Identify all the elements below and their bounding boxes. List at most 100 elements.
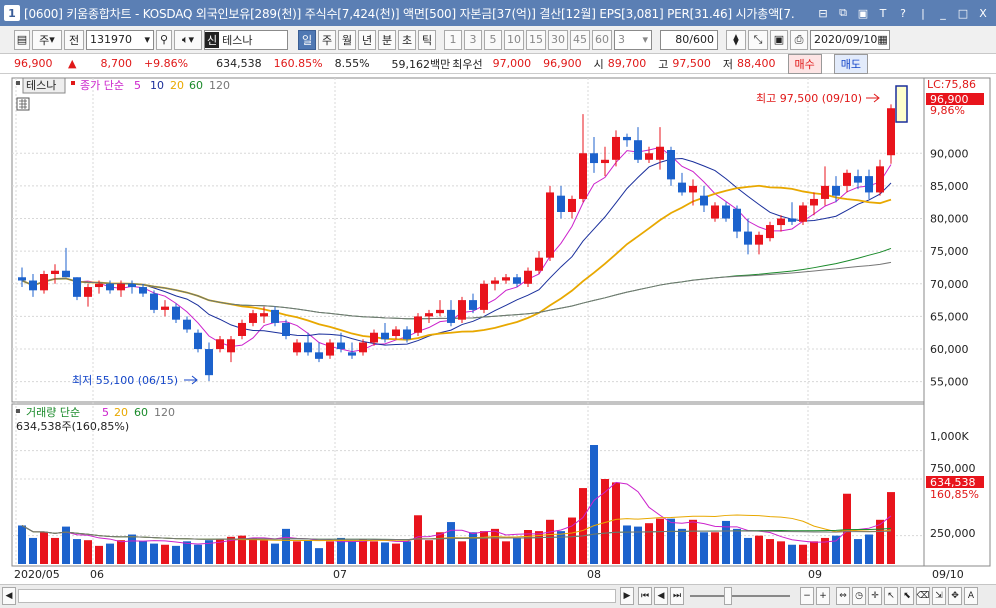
fit-icon[interactable]: ⇔ — [836, 587, 850, 605]
volume-bar — [128, 534, 136, 564]
scroll-left-icon[interactable]: ◀ — [2, 587, 16, 605]
low-annotation-text: 최저 55,100 (06/15) — [72, 374, 178, 387]
screen-icon[interactable]: ▣ — [857, 6, 869, 20]
arrow-icon[interactable]: ⬉ — [900, 587, 914, 605]
volume-value: 634,538 — [216, 57, 262, 70]
price-legend: 테스나 종가 단순 5 10 20 60 120 — [16, 77, 230, 111]
sound-icon[interactable]: 🔈︎▾ — [174, 29, 202, 50]
menu-icon[interactable]: ▤ — [14, 29, 30, 50]
volume-bar — [832, 535, 840, 564]
zoom-out-icon[interactable]: − — [800, 587, 814, 605]
next-page-icon[interactable]: ⏭ — [670, 587, 684, 605]
name-tag-box[interactable] — [22, 77, 66, 94]
scroll-track[interactable] — [18, 589, 616, 603]
candle-body — [293, 342, 301, 353]
chart-scrollbar[interactable]: ◀ ▶ ⏮ ◀ ⏭ − + ⇔ ◷ ✛ ↖ ⬉ ⌫ ⇲ ✥ A — [0, 584, 996, 608]
volume-legend-label: 거래량 단순 — [26, 406, 80, 419]
window-number-badge[interactable]: 1 — [4, 5, 20, 21]
price-plot-area[interactable] — [11, 77, 925, 403]
minimize-icon[interactable]: _ — [940, 6, 946, 20]
calendar-icon[interactable]: ▦ — [877, 33, 888, 46]
period-month[interactable]: 월 — [338, 29, 356, 50]
save-icon[interactable]: ▣ — [770, 29, 788, 50]
candle-body — [645, 153, 653, 160]
clock-icon[interactable]: ◷ — [852, 587, 866, 605]
volume-bar — [216, 539, 224, 564]
chevron-down-icon[interactable]: ▾ — [642, 33, 648, 46]
play-back-icon[interactable]: ◀ — [654, 587, 668, 605]
volume-bar — [249, 537, 257, 564]
candle-body — [469, 300, 477, 310]
close-icon[interactable]: X — [979, 6, 987, 20]
buy-button[interactable]: 매수 — [787, 53, 822, 74]
forecast-box[interactable] — [895, 85, 908, 123]
print-icon[interactable]: ⎙ — [790, 29, 808, 50]
price-volume-chart[interactable]: 테스나 종가 단순 5 10 20 60 120 최고 97,500 (09/1… — [0, 76, 996, 584]
volume-bar — [689, 519, 697, 564]
window-title: [0600] 키움종합차트 - KOSDAQ 외국인보유[289(천)] 주식수… — [24, 6, 795, 21]
text-tool-icon[interactable]: A — [964, 587, 978, 605]
period-year[interactable]: 년 — [358, 29, 376, 50]
chevron-down-icon[interactable]: ▾ — [144, 33, 150, 46]
candle-body — [766, 225, 774, 239]
volume-bar — [282, 528, 290, 564]
interval-5[interactable]: 5 — [484, 29, 502, 50]
zoom-track[interactable] — [690, 595, 790, 597]
sell-button[interactable]: 매도 — [833, 53, 869, 74]
period-second[interactable]: 초 — [398, 29, 416, 50]
prev-page-icon[interactable]: ⏮ — [638, 587, 652, 605]
best-quote-label: 최우선 — [452, 57, 483, 71]
volume-bar — [821, 537, 829, 564]
text-icon[interactable]: T — [879, 6, 887, 20]
crosshair-icon[interactable]: ✛ — [868, 587, 882, 605]
volume-bar — [337, 537, 345, 564]
move-icon[interactable]: ✥ — [948, 587, 962, 605]
zoom-in-icon[interactable]: + — [816, 587, 830, 605]
candle-settings-icon[interactable]: ⧫ — [726, 29, 746, 50]
low-price: 88,400 — [737, 57, 776, 70]
volume-plot-area[interactable] — [11, 403, 925, 567]
period-week[interactable]: 주 — [318, 29, 336, 50]
interval-60[interactable]: 60 — [592, 29, 612, 50]
volume-bar — [304, 540, 312, 564]
interval-3[interactable]: 3 — [464, 29, 482, 50]
scroll-right-icon[interactable]: ▶ — [620, 587, 634, 605]
interval-45[interactable]: 45 — [570, 29, 590, 50]
prev-button[interactable]: 전 — [64, 29, 84, 50]
open-price: 89,700 — [607, 57, 647, 70]
candlesticks — [18, 104, 895, 382]
period-tick[interactable]: 틱 — [418, 29, 436, 50]
date-input[interactable]: 2020/09/10 ▦ — [810, 29, 890, 50]
pointer-icon[interactable]: ↖ — [884, 587, 898, 605]
type-select[interactable]: 주 ▾ — [32, 29, 62, 50]
candle-body — [557, 195, 565, 212]
help-icon[interactable]: ? — [900, 6, 906, 20]
stock-name-field[interactable]: 신 테스나 — [204, 29, 288, 50]
interval-input[interactable]: 3 ▾ — [614, 29, 652, 50]
eraser-icon[interactable]: ⌫ — [916, 587, 930, 605]
price-tick-label: 75,000 — [930, 245, 969, 258]
measure-icon[interactable]: ⇲ — [932, 587, 946, 605]
volume-bars — [18, 445, 895, 564]
ma5-line — [21, 146, 892, 353]
interval-30[interactable]: 30 — [548, 29, 568, 50]
interval-15[interactable]: 15 — [526, 29, 546, 50]
zoom-thumb[interactable] — [724, 587, 732, 605]
restore-icon[interactable]: ⧉ — [839, 6, 847, 19]
volume-bar — [403, 541, 411, 564]
period-day[interactable]: 일 — [298, 29, 316, 50]
zoom-icon[interactable]: ⤡ — [748, 29, 768, 50]
candle-body — [788, 218, 796, 222]
volume-bar — [84, 540, 92, 564]
interval-10[interactable]: 10 — [504, 29, 524, 50]
search-icon[interactable]: ⚲ — [156, 29, 172, 50]
maximize-icon[interactable]: □ — [957, 6, 969, 20]
period-minute[interactable]: 분 — [378, 29, 396, 50]
layout-icon[interactable]: ⊟ — [818, 6, 828, 20]
code-input[interactable]: 131970 ▾ — [86, 29, 154, 50]
count-input[interactable]: 80/600 — [660, 29, 718, 50]
interval-1[interactable]: 1 — [444, 29, 462, 50]
volume-bar — [227, 536, 235, 564]
low-label: 저 — [722, 57, 734, 71]
up-arrow-icon: ▲ — [68, 57, 77, 70]
